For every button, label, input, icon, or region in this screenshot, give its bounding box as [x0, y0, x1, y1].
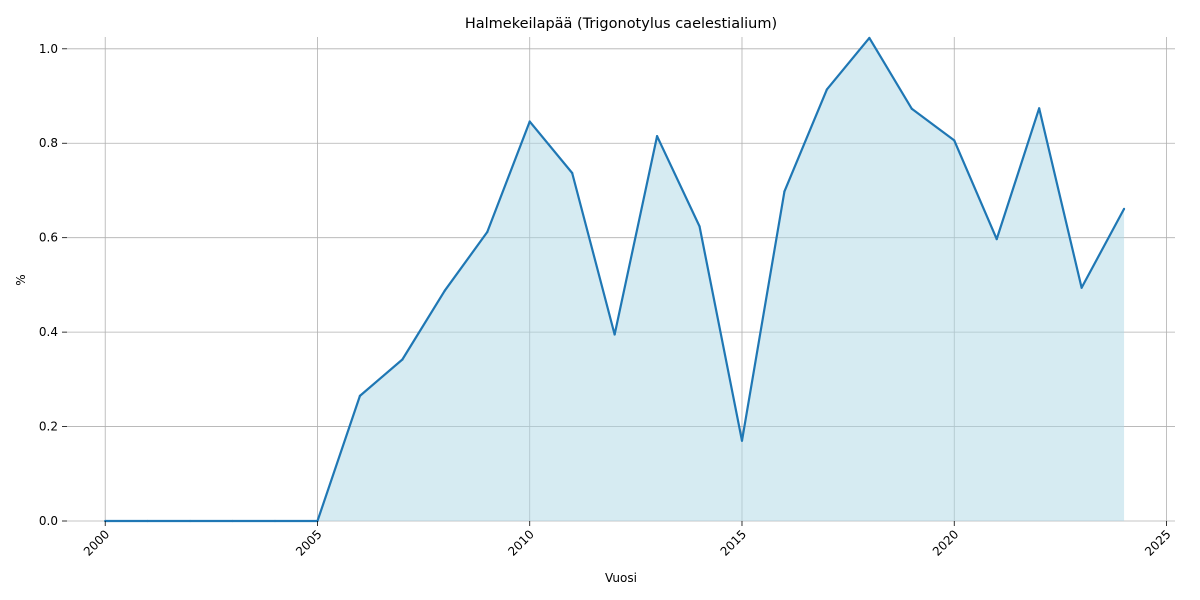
- y-tick-label: 0.0: [39, 514, 58, 528]
- y-axis-label: %: [14, 274, 28, 285]
- y-tick-label: 0.4: [39, 325, 58, 339]
- data-point: [868, 36, 871, 40]
- x-axis-label: Vuosi: [605, 571, 637, 585]
- data-point: [1122, 207, 1126, 210]
- data-point: [953, 139, 956, 142]
- data-point: [528, 120, 531, 123]
- data-point: [486, 230, 489, 234]
- data-point: [783, 190, 786, 193]
- data-point: [740, 439, 744, 442]
- data-point: [698, 225, 701, 228]
- y-tick-label: 0.2: [39, 420, 58, 434]
- data-point: [571, 171, 574, 175]
- data-point: [401, 358, 404, 361]
- area-fill: [105, 37, 1125, 521]
- y-tick-label: 1.0: [39, 42, 58, 56]
- data-point: [613, 333, 616, 336]
- y-tick-label: 0.8: [39, 136, 58, 150]
- data-point: [146, 519, 149, 523]
- data-point: [231, 519, 234, 523]
- data-point: [1080, 286, 1083, 289]
- data-points: [104, 36, 1126, 523]
- y-axis-ticks: 0.0 0.2 0.4 0.6 0.8 1.0: [39, 42, 67, 528]
- data-point: [1038, 107, 1041, 110]
- chart-title: Halmekeilapää (Trigonotylus caelestialiu…: [465, 16, 777, 32]
- data-point: [910, 107, 913, 110]
- data-point: [273, 519, 277, 523]
- y-tick-label: 0.6: [39, 231, 58, 245]
- data-point: [825, 88, 828, 91]
- data-point: [443, 289, 446, 292]
- data-point: [189, 519, 192, 523]
- data-point: [358, 394, 362, 397]
- data-point: [655, 135, 659, 138]
- data-point: [995, 237, 998, 241]
